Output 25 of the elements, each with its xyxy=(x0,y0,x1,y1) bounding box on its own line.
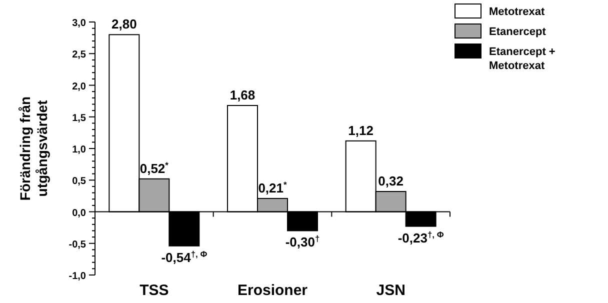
data-label: 0,21$^{*}$ xyxy=(258,179,288,196)
y-tick-label: -0,5 xyxy=(68,239,86,250)
y-tick-label: 1,5 xyxy=(72,112,86,124)
y-tick-label: 1,0 xyxy=(72,144,86,156)
y-tick-label: -1,0 xyxy=(68,271,86,282)
y-tick-label: 2,0 xyxy=(72,81,86,92)
data-label: -0,54$^{†, Φ}$ xyxy=(161,248,208,265)
x-tick-label: JSN xyxy=(376,282,406,299)
y-tick-label: 0,0 xyxy=(72,208,86,219)
x-tick-label: TSS xyxy=(140,282,169,299)
legend-label: Etanercept xyxy=(489,26,546,38)
y-tick-label: 0,5 xyxy=(72,176,86,188)
data-label: 0,52$^{*}$ xyxy=(140,160,170,176)
data-label: 1,68 xyxy=(230,87,256,102)
legend-label: Etanercept + Metotrexat xyxy=(489,46,556,72)
data-label: 2,80 xyxy=(112,16,137,32)
data-label: -0,30$^{†}$ xyxy=(285,234,320,250)
y-axis-title: Förändring från utgångsvärdet xyxy=(17,96,50,201)
data-label: 1,12 xyxy=(348,122,374,138)
y-tick-label: 2,5 xyxy=(72,50,86,61)
data-label: -0,23$^{†, Φ}$ xyxy=(398,229,444,246)
x-tick-label: Erosioner xyxy=(237,282,308,299)
y-tick-label: 3,0 xyxy=(72,18,86,29)
legend-label: Metotrexat xyxy=(489,6,545,18)
data-label: 0,32 xyxy=(378,174,404,189)
